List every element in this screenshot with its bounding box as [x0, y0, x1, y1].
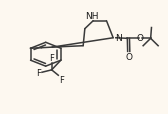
- Text: F: F: [49, 54, 54, 63]
- Text: N: N: [115, 33, 122, 42]
- Text: F: F: [59, 76, 64, 84]
- Text: O: O: [137, 34, 144, 43]
- Text: O: O: [125, 52, 132, 61]
- Text: NH: NH: [86, 12, 99, 21]
- Text: F: F: [36, 68, 41, 77]
